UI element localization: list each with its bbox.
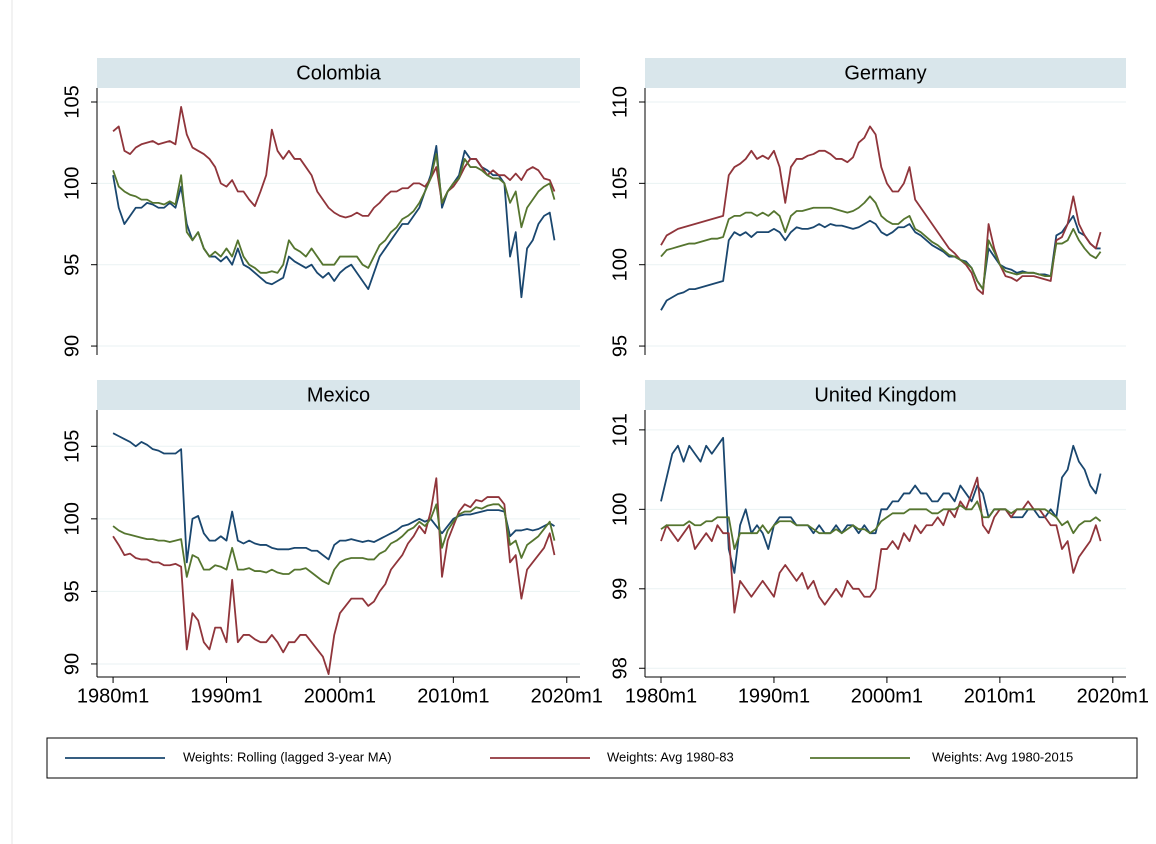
x-tick-label: 2020m1 [1077,685,1149,707]
series-line [660,500,1102,550]
x-tick-label: 1990m1 [190,685,262,707]
series-line [660,125,1102,295]
y-tick-label: 100 [61,167,83,200]
y-tick-label: 100 [609,493,631,526]
x-tick-label: 2000m1 [851,685,923,707]
y-tick-label: 90 [61,335,83,357]
y-tick-label: 110 [609,86,631,118]
x-tick-label: 1990m1 [738,685,810,707]
y-tick-label: 105 [609,167,631,200]
series-line [112,105,556,219]
series-line [112,477,556,675]
panel-strip [97,380,580,410]
legend-label: Weights: Avg 1980-2015 [932,749,1073,764]
panel-strip [97,58,580,88]
x-tick-label: 2020m1 [531,685,603,707]
y-tick-label: 95 [609,335,631,357]
x-tick-label: 2000m1 [304,685,376,707]
y-tick-label: 95 [61,580,83,602]
panel-title: Germany [844,62,926,84]
panel-title: Colombia [296,62,381,84]
series-line [660,476,1102,614]
legend-label: Weights: Avg 1980-83 [607,749,734,764]
panel-title: Mexico [307,384,370,406]
series-line [660,195,1102,290]
y-tick-label: 105 [61,85,83,118]
x-tick-label: 2010m1 [417,685,489,707]
y-tick-label: 98 [609,657,631,679]
x-tick-label: 2010m1 [964,685,1036,707]
y-tick-label: 95 [61,254,83,276]
y-tick-label: 101 [609,413,631,446]
y-tick-label: 90 [61,653,83,675]
x-tick-label: 1980m1 [625,685,697,707]
legend-label: Weights: Rolling (lagged 3-year MA) [183,749,392,764]
y-tick-label: 100 [61,502,83,535]
x-tick-label: 1980m1 [77,685,149,707]
panel-strip [645,380,1126,410]
series-line [112,503,556,586]
y-tick-label: 100 [609,248,631,281]
y-tick-label: 105 [61,430,83,463]
y-tick-label: 99 [609,578,631,600]
legend-box [46,737,1138,779]
series-line [112,153,556,274]
panel-title: United Kingdom [814,384,956,406]
series-line [112,432,555,564]
panel-strip [645,58,1126,88]
